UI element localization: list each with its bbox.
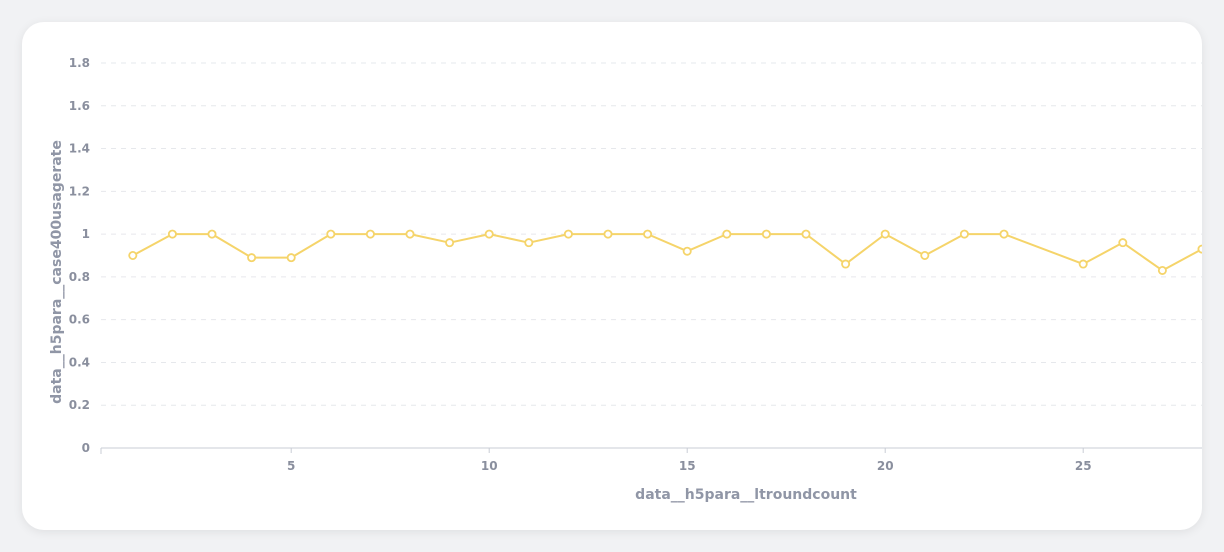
x-tick-label: 25 [1075,459,1092,473]
data-point[interactable] [1078,259,1088,269]
data-point[interactable] [405,229,415,239]
data-point[interactable] [365,229,375,239]
y-tick-label: 0 [82,441,90,455]
data-point[interactable] [841,259,851,269]
data-point[interactable] [761,229,771,239]
data-point[interactable] [167,229,177,239]
data-point[interactable] [286,253,296,263]
y-tick-label: 1.4 [69,142,90,156]
y-tick-label: 0.8 [69,270,90,284]
y-tick-label: 0.2 [69,398,90,412]
data-point[interactable] [484,229,494,239]
data-point[interactable] [524,238,534,248]
data-point[interactable] [445,238,455,248]
series-line [132,233,1202,272]
x-tick-label: 20 [877,459,894,473]
data-point[interactable] [959,229,969,239]
data-point[interactable] [880,229,890,239]
data-point[interactable] [326,229,336,239]
data-point[interactable] [603,229,613,239]
data-point[interactable] [128,250,138,260]
data-point[interactable] [682,246,692,256]
series-lines [132,233,1202,272]
data-point[interactable] [563,229,573,239]
data-point[interactable] [1118,238,1128,248]
y-tick-label: 1.8 [69,56,90,70]
data-point[interactable] [999,229,1009,239]
data-point[interactable] [1197,244,1202,254]
line-chart: 0 0.2 0.4 0.6 0.8 1 1.2 1.4 1.6 1.8 5 10 15 20 25 data… [49,56,1202,503]
chart-card: 0 0.2 0.4 0.6 0.8 1 1.2 1.4 1.6 1.8 5 10 15 20 25 data… [22,22,1202,530]
axes: 0 0.2 0.4 0.6 0.8 1 1.2 1.4 1.6 1.8 5 10 15 20 25 [69,56,1202,473]
x-tick-label: 5 [287,459,295,473]
data-points [128,229,1202,275]
data-point[interactable] [920,250,930,260]
x-tick-label: 15 [679,459,696,473]
y-tick-label: 1 [82,227,90,241]
data-point[interactable] [1157,265,1167,275]
y-tick-label: 0.4 [69,355,90,369]
y-tick-label: 0.6 [69,313,90,327]
data-point[interactable] [207,229,217,239]
data-point[interactable] [643,229,653,239]
y-axis-title: data__h5para__case400usagerate [49,140,65,404]
y-tick-label: 1.6 [69,99,90,113]
x-tick-label: 10 [481,459,498,473]
data-point[interactable] [247,253,257,263]
data-point[interactable] [801,229,811,239]
y-tick-label: 1.2 [69,184,90,198]
data-point[interactable] [722,229,732,239]
x-axis-title: data__h5para__ltroundcount [635,487,857,503]
